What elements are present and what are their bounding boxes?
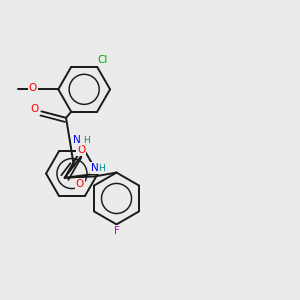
Text: O: O bbox=[76, 179, 84, 189]
Text: F: F bbox=[114, 226, 119, 236]
Text: O: O bbox=[77, 145, 85, 155]
Text: H: H bbox=[83, 136, 90, 145]
Text: N: N bbox=[74, 135, 81, 145]
Text: Cl: Cl bbox=[98, 56, 108, 65]
Text: H: H bbox=[98, 164, 105, 173]
Text: O: O bbox=[28, 83, 37, 93]
Text: O: O bbox=[31, 104, 39, 114]
Text: N: N bbox=[91, 163, 98, 173]
